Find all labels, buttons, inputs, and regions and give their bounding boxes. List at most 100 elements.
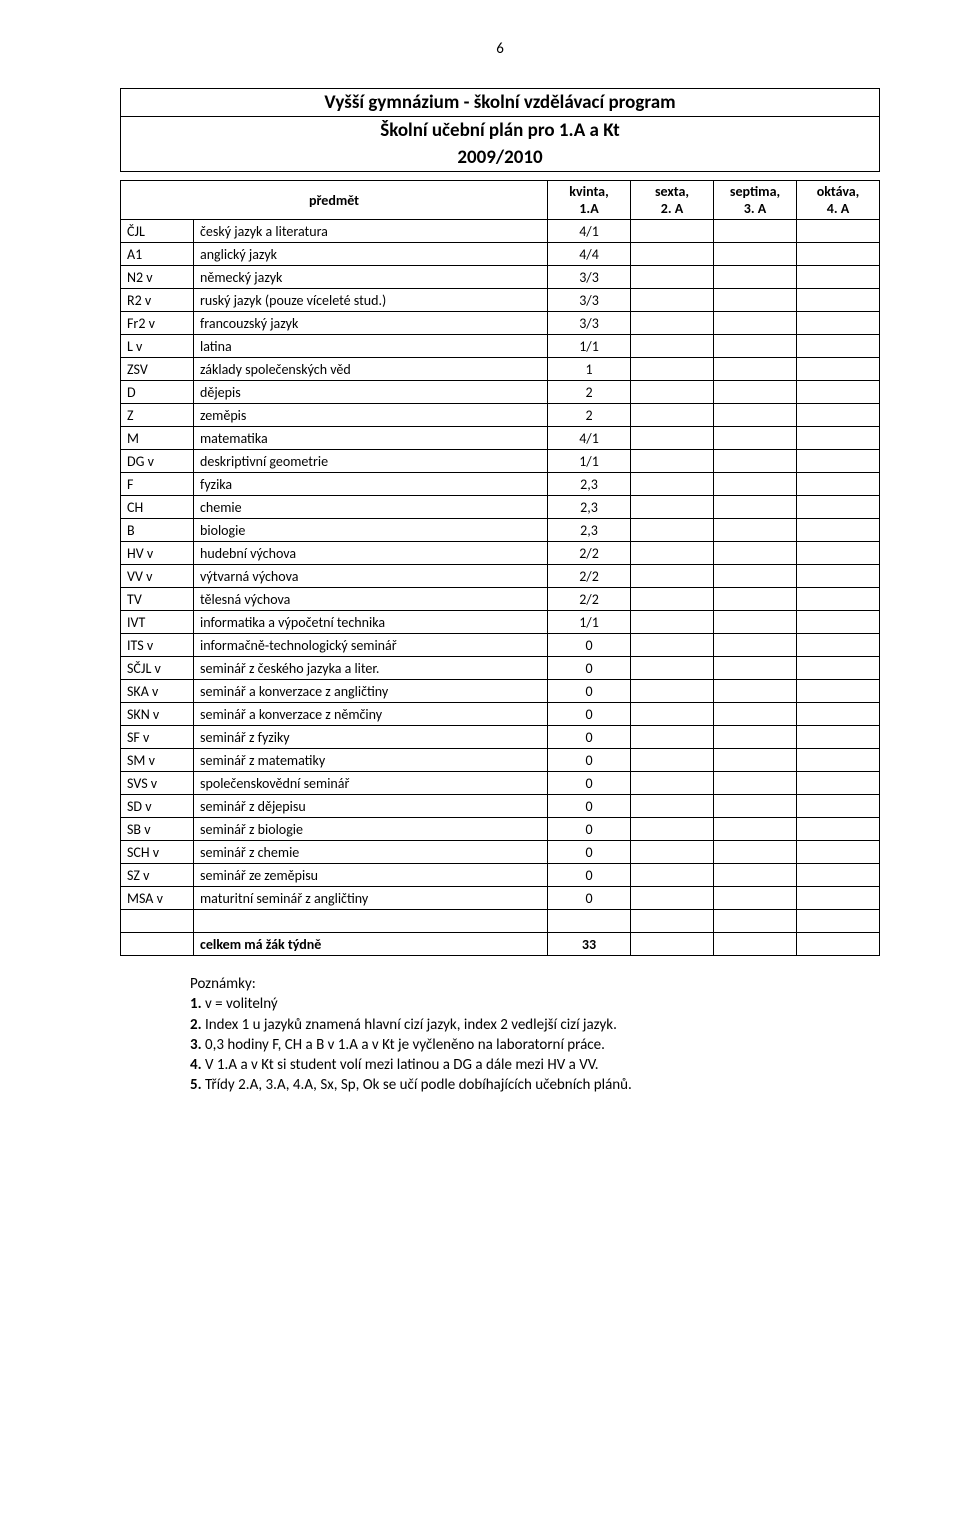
row-val-kvinta: 1/1 [548,611,631,634]
row-subject: dějepis [194,381,548,404]
row-val-septima [714,519,797,542]
row-val-kvinta: 2,3 [548,473,631,496]
row-val-septima [714,703,797,726]
row-subject: seminář a konverzace z angličtiny [194,680,548,703]
row-subject: seminář z chemie [194,841,548,864]
row-subject: informačně-technologický seminář [194,634,548,657]
row-subject: zeměpis [194,404,548,427]
row-val-kvinta: 1/1 [548,450,631,473]
row-val-septima [714,289,797,312]
row-val-kvinta: 4/1 [548,220,631,243]
header-col-sexta: sexta, 2. A [631,181,714,220]
row-val-oktava [797,381,880,404]
row-val-septima [714,864,797,887]
row-subject: maturitní seminář z angličtiny [194,887,548,910]
row-val-sexta [631,657,714,680]
row-code: SF v [121,726,194,749]
row-code: N2 v [121,266,194,289]
row-val-oktava [797,243,880,266]
row-val-kvinta: 1/1 [548,335,631,358]
row-val-oktava [797,289,880,312]
header-c2a: sexta, [635,183,709,200]
row-val-sexta [631,887,714,910]
table-row: N2 vněmecký jazyk3/3 [121,266,880,289]
row-val-kvinta: 0 [548,841,631,864]
row-subject: latina [194,335,548,358]
header-c4a: oktáva, [801,183,875,200]
row-val-kvinta: 2,3 [548,496,631,519]
row-val-kvinta: 2 [548,381,631,404]
row-val-septima [714,657,797,680]
row-subject: základy společenských věd [194,358,548,381]
row-code: VV v [121,565,194,588]
table-header-row: předmět kvinta, 1.A sexta, 2. A septima,… [121,181,880,220]
row-code: Z [121,404,194,427]
row-val-sexta [631,565,714,588]
row-code: ČJL [121,220,194,243]
row-val-sexta [631,795,714,818]
row-val-oktava [797,220,880,243]
row-code: MSA v [121,887,194,910]
row-val-septima [714,358,797,381]
blank-row [121,910,880,933]
row-val-sexta [631,542,714,565]
header-c4b: 4. A [801,200,875,217]
row-val-septima [714,473,797,496]
table-row: ZSVzáklady společenských věd1 [121,358,880,381]
row-val-kvinta: 0 [548,818,631,841]
row-val-septima [714,818,797,841]
header-c1b: 1.A [552,200,626,217]
table-row: SKA vseminář a konverzace z angličtiny0 [121,680,880,703]
row-val-oktava [797,335,880,358]
row-code: SB v [121,818,194,841]
row-subject: francouzský jazyk [194,312,548,335]
row-code: SKA v [121,680,194,703]
notes-block: Poznámky: 1. v = volitelný 2. Index 1 u … [190,974,880,1096]
row-code: A1 [121,243,194,266]
title-table: Vyšší gymnázium - školní vzdělávací prog… [120,88,880,172]
row-val-oktava [797,519,880,542]
table-row: TVtělesná výchova2/2 [121,588,880,611]
row-val-oktava [797,404,880,427]
notes-list: 1. v = volitelný 2. Index 1 u jazyků zna… [190,994,880,1095]
row-subject: seminář z matematiky [194,749,548,772]
row-val-septima [714,841,797,864]
row-val-kvinta: 2,3 [548,519,631,542]
row-val-septima [714,634,797,657]
title-line-2: Školní učební plán pro 1.A a Kt [121,117,880,145]
row-val-sexta [631,381,714,404]
row-val-oktava [797,703,880,726]
row-subject: seminář z fyziky [194,726,548,749]
row-val-septima [714,404,797,427]
row-val-septima [714,381,797,404]
row-val-kvinta: 0 [548,703,631,726]
row-code: B [121,519,194,542]
row-code: SKN v [121,703,194,726]
row-subject: hudební výchova [194,542,548,565]
row-val-oktava [797,312,880,335]
row-val-kvinta: 0 [548,749,631,772]
row-val-septima [714,588,797,611]
row-val-septima [714,726,797,749]
row-subject: seminář z dějepisu [194,795,548,818]
row-val-oktava [797,841,880,864]
note-2: 2. Index 1 u jazyků znamená hlavní cizí … [190,1015,880,1035]
header-c2b: 2. A [635,200,709,217]
row-code: SČJL v [121,657,194,680]
table-row: L vlatina1/1 [121,335,880,358]
row-val-oktava [797,680,880,703]
table-row: A1anglický jazyk4/4 [121,243,880,266]
row-val-sexta [631,726,714,749]
row-subject: seminář z českého jazyka a liter. [194,657,548,680]
row-subject: anglický jazyk [194,243,548,266]
table-row: HV vhudební výchova2/2 [121,542,880,565]
note-3: 3. 0,3 hodiny F, CH a B v 1.A a v Kt je … [190,1035,880,1055]
note-4: 4. V 1.A a v Kt si student volí mezi lat… [190,1055,880,1075]
header-col-kvinta: kvinta, 1.A [548,181,631,220]
row-code: DG v [121,450,194,473]
curriculum-table: předmět kvinta, 1.A sexta, 2. A septima,… [120,180,880,956]
row-val-kvinta: 0 [548,726,631,749]
note-1: 1. v = volitelný [190,994,880,1014]
row-val-oktava [797,266,880,289]
row-code: TV [121,588,194,611]
